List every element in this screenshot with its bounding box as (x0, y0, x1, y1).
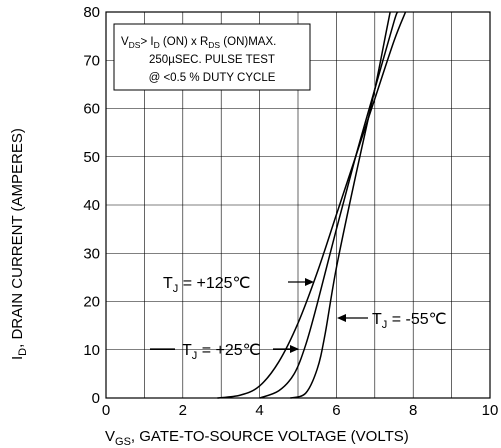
plot-frame (105, 11, 491, 399)
y-tick-label: 10 (83, 342, 100, 359)
callout-minus55c-arrowhead (337, 314, 346, 322)
callout-125c-arrowhead (305, 278, 314, 286)
series-minus55c-curve (290, 11, 391, 399)
annotation-line-1: VDS> ID (ON) x RDS (ON)MAX. (121, 36, 276, 50)
y-tick-label: 0 (92, 390, 100, 407)
x-axis-title: VGS, GATE-TO-SOURCE VOLTAGE (VOLTS) (105, 428, 409, 448)
series-125c-curve (217, 11, 407, 399)
callout-125c-label: TJ = +125℃ (163, 275, 251, 295)
x-tick-label: 4 (255, 402, 263, 419)
x-tick-labels: 0 2 4 6 8 10 (102, 402, 499, 419)
x-tick-label: 0 (102, 402, 110, 419)
y-tick-label: 30 (83, 245, 100, 262)
x-tick-label: 6 (332, 402, 340, 419)
y-tick-label: 40 (83, 197, 100, 214)
y-axis-title: ID, DRAIN CURRENT (AMPERES) (9, 128, 29, 360)
annotation-frame (113, 23, 311, 91)
series-layer (217, 11, 407, 399)
callout-25c-arrowhead (290, 345, 299, 353)
series-25c-curve (259, 11, 399, 399)
x-tick-label: 10 (482, 402, 499, 419)
callout-minus55c-label: TJ = -55℃ (372, 311, 447, 331)
annotation-line-2: 250µSEC. PULSE TEST (149, 54, 275, 66)
x-tick-label: 8 (409, 402, 417, 419)
callout-25c-label: TJ = +25℃ (182, 342, 261, 362)
x-tick-label: 2 (179, 402, 187, 419)
y-tick-label: 70 (83, 52, 100, 69)
annotation-box: VDS> ID (ON) x RDS (ON)MAX. 250µSEC. PUL… (113, 23, 311, 91)
callout-minus55c: TJ = -55℃ (337, 311, 447, 331)
y-tick-label: 20 (83, 294, 100, 311)
annotation-line-3: @ <0.5 % DUTY CYCLE (149, 72, 276, 84)
y-tick-labels: 0 10 20 30 40 50 60 70 80 (83, 4, 100, 407)
callout-25c: TJ = +25℃ (150, 342, 299, 362)
y-tick-label: 80 (83, 4, 100, 21)
grid (106, 12, 490, 398)
callout-125c: TJ = +125℃ (163, 275, 314, 295)
y-tick-label: 50 (83, 149, 100, 166)
y-tick-label: 60 (83, 101, 100, 118)
